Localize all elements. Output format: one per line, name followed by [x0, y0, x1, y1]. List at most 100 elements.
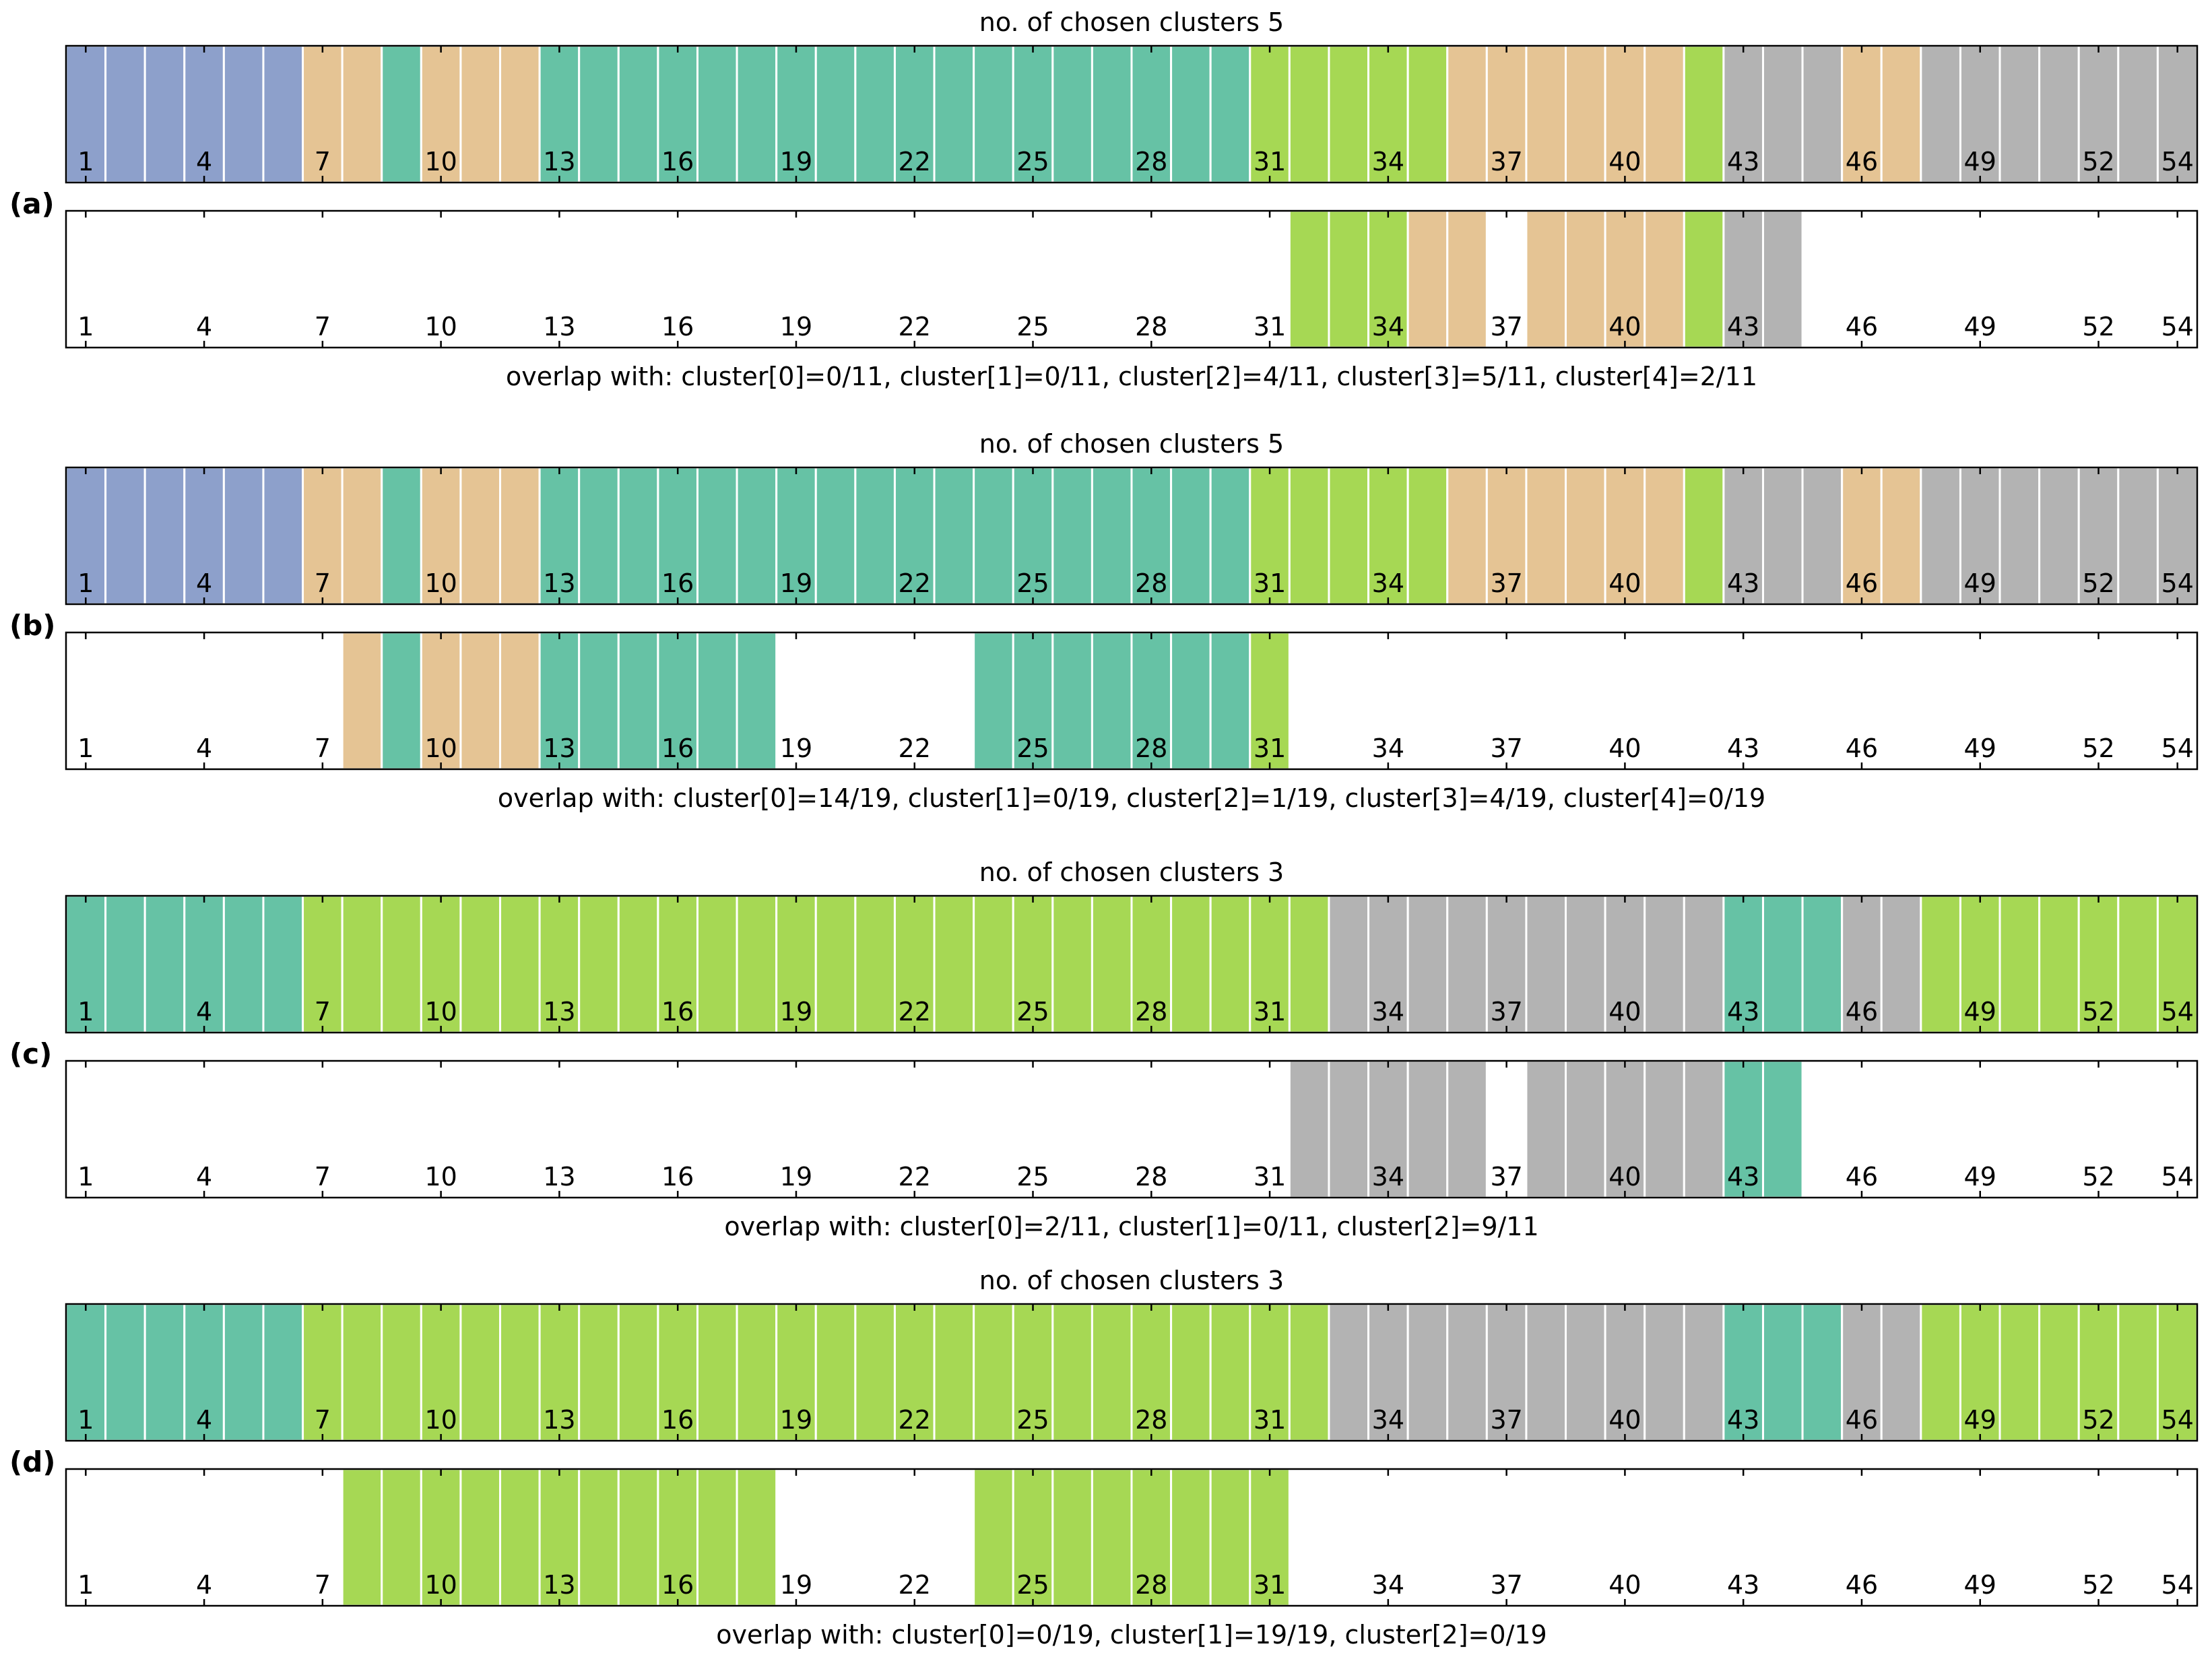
x-tick-label: 19: [780, 1162, 812, 1192]
panel-title: no. of chosen clusters 3: [979, 1266, 1284, 1295]
full-cell-20: [814, 44, 857, 184]
x-tick-label: 25: [1016, 1405, 1049, 1435]
x-tick-label: 25: [1016, 147, 1049, 176]
x-tick-label: 13: [543, 147, 575, 176]
x-tick-label: 49: [1964, 312, 1996, 341]
x-tick-label: 43: [1727, 997, 1759, 1027]
x-tick-label: 19: [780, 312, 812, 341]
selected-cell-27: [1091, 631, 1133, 771]
panel-b: no. of chosen clusters 5 (b) overlap with:…: [9, 429, 2199, 813]
full-cell-9: [381, 44, 422, 184]
full-cell-15: [617, 1303, 659, 1442]
x-tick-label: 43: [1727, 1570, 1759, 1600]
x-tick-label: 37: [1490, 1162, 1522, 1192]
full-cell-50: [1998, 894, 2041, 1034]
full-cell-12: [499, 466, 541, 606]
x-tick-label: 10: [424, 568, 457, 598]
full-cell-23: [933, 466, 975, 606]
panel-title: no. of chosen clusters 5: [979, 7, 1284, 37]
x-tick-label: 37: [1490, 312, 1522, 341]
x-tick-label: 10: [424, 1405, 457, 1435]
full-cell-10: [420, 1303, 462, 1442]
x-tick-label: 34: [1372, 1162, 1404, 1192]
x-tick-label: 43: [1727, 568, 1759, 598]
x-tick-label: 46: [1846, 147, 1878, 176]
full-cell-21: [854, 466, 896, 606]
x-tick-label: 54: [2161, 147, 2194, 176]
full-cell-14: [578, 1303, 620, 1442]
x-tick-label: 16: [661, 997, 694, 1027]
selected-cell-26: [1051, 1468, 1093, 1607]
x-tick-label: 28: [1135, 568, 1167, 598]
panel-c: no. of chosen clusters 3 (c) overlap with:…: [9, 857, 2199, 1241]
x-tick-label: 7: [315, 1405, 331, 1435]
x-tick-label: 37: [1490, 734, 1522, 763]
panel-title: no. of chosen clusters 5: [979, 429, 1284, 459]
x-tick-label: 37: [1490, 147, 1522, 176]
full-cell-45: [1801, 1303, 1844, 1442]
axes-frame: [65, 1303, 2199, 1442]
full-cell-18: [736, 44, 778, 184]
x-tick-label: 40: [1608, 147, 1641, 176]
selected-cell-30: [1209, 1468, 1251, 1607]
full-cell-48: [1920, 44, 1961, 184]
axes-frame: [65, 1468, 2199, 1607]
full-cell-41: [1644, 44, 1685, 184]
full-cell-48: [1920, 1303, 1961, 1442]
full-cell-24: [973, 1303, 1014, 1442]
full-cell-32: [1288, 466, 1330, 606]
full-cell-22: [893, 466, 936, 606]
x-tick-label: 22: [899, 1570, 931, 1600]
full-cell-39: [1565, 894, 1606, 1034]
x-tick-label: 22: [899, 147, 931, 176]
full-cell-35: [1406, 894, 1449, 1034]
full-cell-51: [2038, 466, 2080, 606]
panel-label: (a): [9, 187, 55, 220]
full-cell-47: [1880, 1303, 1922, 1442]
x-tick-label: 16: [661, 734, 694, 763]
full-cell-12: [499, 1303, 541, 1442]
full-cell-12: [499, 894, 541, 1034]
x-tick-label: 31: [1254, 312, 1286, 341]
full-cell-46: [1841, 44, 1883, 184]
x-tick-label: 22: [899, 734, 931, 763]
full-cell-39: [1565, 44, 1606, 184]
full-cell-19: [775, 1303, 817, 1442]
full-cell-46: [1841, 894, 1883, 1034]
x-tick-label: 7: [315, 734, 331, 763]
x-tick-label: 25: [1016, 568, 1049, 598]
full-cell-42: [1683, 1303, 1725, 1442]
full-cell-37: [1485, 1303, 1528, 1442]
full-cell-35: [1406, 1303, 1449, 1442]
full-cell-41: [1644, 894, 1685, 1034]
full-cell-11: [459, 1303, 502, 1442]
x-tick-label: 54: [2161, 312, 2194, 341]
selected-cell-8: [341, 1468, 383, 1607]
overlap-caption: overlap with: cluster[0]=0/19, cluster[1…: [716, 1620, 1547, 1650]
x-tick-label: 46: [1846, 1405, 1878, 1435]
full-cell-11: [459, 466, 502, 606]
x-tick-label: 13: [543, 568, 575, 598]
x-tick-label: 37: [1490, 997, 1522, 1027]
x-tick-label: 31: [1254, 734, 1286, 763]
x-tick-label: 7: [315, 147, 331, 176]
full-cell-32: [1288, 1303, 1330, 1442]
selected-cell-24: [973, 1468, 1014, 1607]
x-tick-label: 28: [1135, 1570, 1167, 1600]
selected-cell-35: [1406, 1060, 1449, 1199]
full-cell-30: [1209, 1303, 1251, 1442]
selected-cell-33: [1328, 209, 1370, 349]
x-tick-label: 46: [1846, 1570, 1878, 1600]
x-tick-label: 10: [424, 1162, 457, 1192]
x-tick-label: 4: [196, 1570, 212, 1600]
full-cell-27: [1091, 466, 1133, 606]
selected-cell-29: [1170, 1468, 1212, 1607]
selected-cell-29: [1170, 631, 1212, 771]
x-tick-label: 7: [315, 1570, 331, 1600]
full-cell-27: [1091, 44, 1133, 184]
x-tick-label: 40: [1608, 997, 1641, 1027]
x-tick-label: 40: [1608, 1570, 1641, 1600]
full-cell-20: [814, 466, 857, 606]
overlap-caption: overlap with: cluster[0]=2/11, cluster[1…: [724, 1212, 1538, 1241]
full-cell-17: [696, 44, 738, 184]
